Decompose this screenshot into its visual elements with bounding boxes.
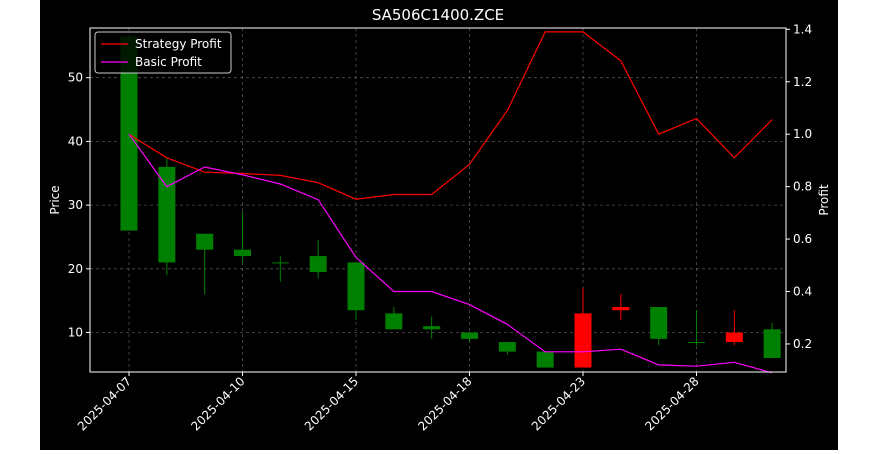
profit-line-basic	[128, 133, 773, 374]
legend: Strategy Profit Basic Profit	[94, 31, 232, 74]
profit-line-layer	[128, 31, 773, 374]
plot-frame	[89, 27, 787, 373]
right-tick-label-2: 0.6	[793, 232, 812, 246]
right-tick-label-4: 1.0	[793, 127, 812, 141]
candle-body-12	[574, 313, 592, 368]
grid-layer	[90, 28, 786, 372]
legend-label-strategy-profit: Strategy Profit	[135, 37, 222, 51]
right-tick-label-0: 0.2	[793, 337, 812, 351]
x-axis: 2025-04-07 2025-04-10 2025-04-15 2025-04-18…	[75, 372, 702, 433]
candle-body-14	[650, 307, 668, 339]
left-axis: 10 20 30 40 50	[68, 71, 90, 340]
candle-body-4	[271, 262, 289, 264]
candle-body-2	[196, 233, 214, 250]
chart-title: SA506C1400.ZCE	[372, 6, 504, 24]
y-axis-label-right: Profit	[817, 184, 831, 216]
candle-body-7	[385, 313, 403, 330]
candle-body-6	[347, 262, 365, 311]
right-tick-label-1: 0.4	[793, 285, 812, 299]
left-tick-label-3: 40	[68, 134, 83, 148]
legend-label-basic-profit: Basic Profit	[135, 55, 202, 69]
x-tick-label-3: 2025-04-18	[415, 374, 474, 433]
candle-body-17	[763, 329, 781, 358]
candle-body-3	[233, 249, 252, 257]
left-tick-label-0: 10	[68, 326, 83, 340]
candle-body-10	[498, 342, 516, 352]
chart-figure: 10 20 30 40 50 0.2 0.4 0.6 0.8 1.0 1.2 1.4 2025-04…	[40, 0, 838, 450]
x-tick-label-1: 2025-04-10	[188, 374, 247, 433]
candle-body-15	[687, 342, 706, 344]
x-tick-label-0: 2025-04-07	[75, 374, 134, 433]
candle-body-16	[725, 332, 743, 343]
right-axis: 0.2 0.4 0.6 0.8 1.0 1.2 1.4	[786, 22, 812, 351]
right-tick-label-5: 1.2	[793, 75, 812, 89]
left-tick-label-4: 50	[68, 71, 83, 85]
x-tick-label-5: 2025-04-28	[642, 374, 701, 433]
candle-body-1	[158, 166, 176, 263]
candle-body-8	[423, 326, 441, 330]
candle-layer	[120, 33, 781, 368]
candle-body-9	[460, 332, 479, 339]
candle-body-11	[536, 351, 554, 368]
x-tick-label-4: 2025-04-23	[529, 374, 588, 433]
x-tick-label-2: 2025-04-15	[302, 374, 361, 433]
left-tick-label-2: 30	[68, 198, 83, 212]
candle-body-0	[120, 36, 138, 231]
left-tick-label-1: 20	[68, 262, 83, 276]
legend-box	[94, 31, 232, 74]
candlestick-profit-chart: 10 20 30 40 50 0.2 0.4 0.6 0.8 1.0 1.2 1.4 2025-04…	[48, 6, 831, 433]
right-tick-label-6: 1.4	[793, 22, 812, 36]
candle-body-13	[612, 307, 630, 311]
y-axis-label-left: Price	[48, 185, 62, 214]
right-tick-label-3: 0.8	[793, 180, 812, 194]
candle-body-5	[309, 256, 327, 272]
